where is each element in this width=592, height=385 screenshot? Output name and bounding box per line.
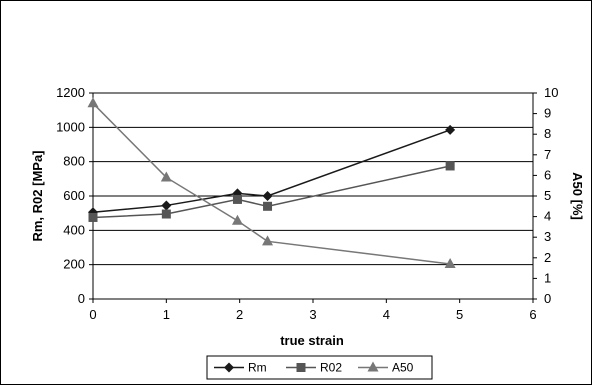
- y-left-tick-label-6: 1200: [56, 85, 85, 100]
- y-right-tick-label-4: 4: [544, 209, 551, 224]
- axes: [89, 92, 537, 303]
- x-tick-label-4: 4: [383, 307, 390, 322]
- legend-label-a50: A50: [392, 361, 414, 375]
- y-right-tick-label-0: 0: [544, 291, 551, 306]
- legend: Rm R02 A50: [206, 355, 433, 380]
- legend-box: [206, 355, 433, 380]
- point-rm-1: [161, 200, 172, 211]
- point-a50-2: [231, 214, 243, 225]
- y-axis-right-label: A50 [%]: [570, 172, 585, 220]
- x-tick-label-6: 6: [529, 307, 536, 322]
- y-right-tick-label-8: 8: [544, 126, 551, 141]
- y-right-tick-label-9: 9: [544, 106, 551, 121]
- y-left-tick-label-3: 600: [63, 188, 85, 203]
- tick-labels: 0 200 400 600 800 1000 1200 0 1 2 3 4 5 6 7 8 9 10 0 1 2 3 4 5 6: [56, 85, 558, 322]
- series-r02: [88, 161, 455, 222]
- point-r02-1: [161, 209, 171, 219]
- point-r02-0: [88, 212, 98, 222]
- y-axis-left-label: Rm, R02 [MPa]: [30, 150, 45, 241]
- x-tick-label-5: 5: [456, 307, 463, 322]
- point-rm-3: [262, 191, 273, 201]
- legend-label-r02: R02: [320, 361, 342, 375]
- legend-marker-rm: [224, 362, 234, 373]
- legend-marker-a50: [367, 361, 379, 372]
- point-r02-2: [232, 194, 242, 204]
- legend-marker-r02: [296, 363, 306, 372]
- y-left-tick-label-4: 800: [63, 154, 85, 169]
- x-tick-label-1: 1: [163, 307, 170, 322]
- y-right-tick-label-6: 6: [544, 167, 551, 182]
- y-left-tick-label-0: 0: [78, 291, 85, 306]
- series-a50: [87, 97, 456, 268]
- point-a50-1: [160, 171, 172, 182]
- y-right-tick-label-1: 1: [544, 270, 551, 285]
- point-a50-0: [87, 97, 99, 108]
- x-tick-label-3: 3: [309, 307, 316, 322]
- point-rm-4: [445, 124, 456, 135]
- series: [87, 97, 456, 268]
- y-left-tick-label-2: 400: [63, 222, 85, 237]
- y-left-tick-label-1: 200: [63, 257, 85, 272]
- x-tick-label-2: 2: [236, 307, 243, 322]
- x-tick-label-0: 0: [89, 307, 96, 322]
- legend-label-rm: Rm: [248, 361, 267, 375]
- y-right-tick-label-7: 7: [544, 147, 551, 162]
- y-right-tick-label-2: 2: [544, 250, 551, 265]
- point-a50-4: [444, 257, 456, 268]
- y-right-tick-label-10: 10: [544, 85, 558, 100]
- y-right-tick-label-5: 5: [544, 188, 551, 203]
- series-line-rm: [92, 129, 451, 214]
- y-right-tick-label-3: 3: [544, 229, 551, 244]
- point-r02-3: [263, 201, 273, 211]
- grid-lines: [93, 92, 533, 266]
- point-a50-3: [262, 235, 274, 246]
- y-left-tick-label-5: 1000: [56, 119, 85, 134]
- point-r02-4: [445, 161, 455, 171]
- x-axis-label: true strain: [280, 333, 344, 348]
